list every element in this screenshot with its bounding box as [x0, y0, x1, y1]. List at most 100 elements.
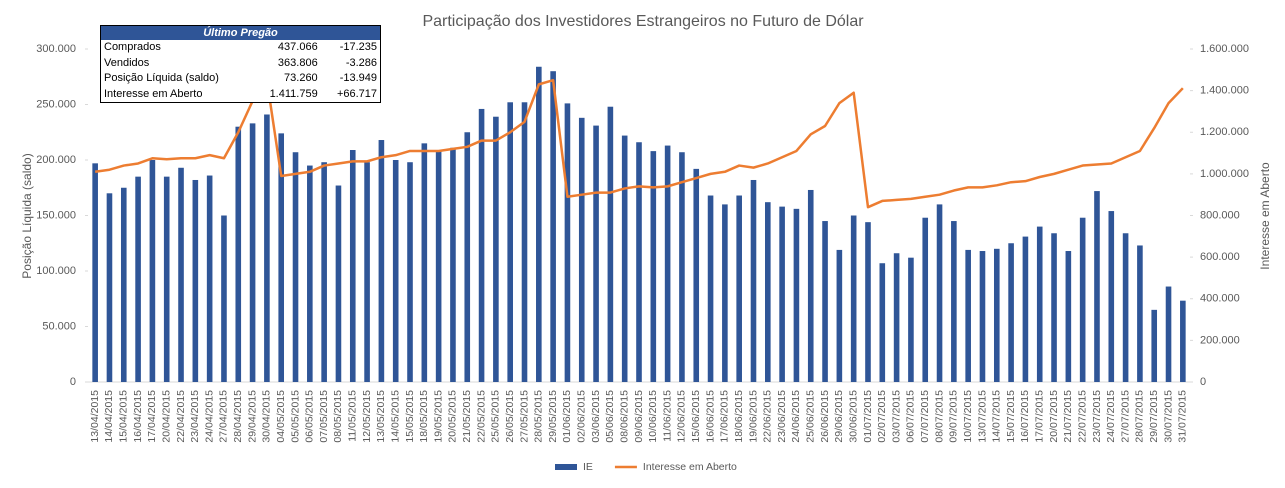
x-tick-label: 13/04/2015	[89, 390, 101, 443]
table-row: Posição Líquida (saldo) 73.260 -13.949	[101, 71, 380, 87]
x-tick-label: 16/07/2015	[1019, 390, 1031, 443]
x-tick-label: 03/07/2015	[890, 390, 902, 443]
x-tick-label: 08/07/2015	[933, 390, 945, 443]
table-cell: Interesse em Aberto	[104, 87, 203, 100]
bar	[879, 263, 886, 382]
bar	[621, 135, 628, 382]
x-tick-label: 28/04/2015	[232, 390, 244, 443]
bar	[979, 251, 986, 382]
x-tick-label: 30/04/2015	[261, 390, 273, 443]
table-row: Comprados 437.066 -17.235	[101, 40, 380, 56]
x-tick-label: 02/06/2015	[576, 390, 588, 443]
bar	[1094, 191, 1100, 382]
bar	[636, 142, 642, 382]
x-tick-label: 28/05/2015	[533, 390, 545, 443]
table-cell: 437.066	[277, 41, 318, 53]
bar	[221, 215, 227, 382]
x-tick-label: 29/06/2015	[833, 390, 845, 443]
table-row: Vendidos 363.806 -3.286	[101, 56, 380, 72]
y-tick-label: 150.000	[36, 209, 76, 221]
x-tick-label: 19/06/2015	[747, 390, 759, 443]
x-tick-label: 09/07/2015	[948, 390, 960, 443]
x-tick-label: 26/06/2015	[819, 390, 831, 443]
x-tick-label: 27/07/2015	[1119, 390, 1131, 443]
x-tick-label: 01/06/2015	[561, 390, 573, 443]
bar	[578, 117, 585, 382]
x-tick-label: 13/05/2015	[375, 390, 387, 443]
bar	[264, 114, 270, 383]
x-tick-label: 21/07/2015	[1062, 390, 1074, 443]
bar	[750, 179, 757, 382]
bar	[407, 162, 413, 382]
table-cell: +66.717	[336, 87, 378, 100]
x-tick-label: 10/06/2015	[647, 390, 659, 443]
bar	[765, 202, 771, 382]
bar	[178, 167, 184, 382]
bar	[1022, 236, 1029, 382]
chart-title: Participação dos Investidores Estrangeir…	[422, 13, 864, 30]
x-tick-label: 31/07/2015	[1177, 390, 1189, 443]
y-tick-label: 200.000	[36, 154, 76, 166]
last-session-table: Último Pregão Comprados 437.066 -17.235 Vend…	[100, 25, 381, 103]
table-cell: 1.411.759	[269, 87, 318, 100]
bar	[378, 140, 385, 382]
bar	[593, 125, 599, 382]
legend-label: IE	[583, 461, 593, 473]
x-tick-label: 27/05/2015	[518, 390, 530, 443]
bar	[278, 133, 285, 382]
bar	[993, 248, 1000, 382]
bar	[865, 222, 871, 382]
x-tick-label: 09/06/2015	[633, 390, 645, 443]
x-tick-label: 29/04/2015	[246, 390, 258, 443]
x-tick-label: 26/05/2015	[504, 390, 516, 443]
x-tick-label: 18/06/2015	[733, 390, 745, 443]
x-tick-label: 20/07/2015	[1048, 390, 1060, 443]
bar	[1180, 300, 1186, 382]
bar	[679, 152, 685, 382]
x-tick-label: 29/05/2015	[547, 390, 559, 443]
bar	[922, 217, 929, 382]
x-tick-label: 05/06/2015	[604, 390, 616, 443]
bar	[793, 208, 800, 382]
bar	[1151, 309, 1158, 382]
x-tick-label: 14/07/2015	[991, 390, 1003, 443]
x-tick-label: 13/07/2015	[976, 390, 988, 443]
bar	[1065, 251, 1072, 382]
x-tick-label: 15/04/2015	[118, 390, 130, 443]
bar	[893, 253, 900, 382]
y-tick-label: 300.000	[36, 43, 76, 55]
bar	[349, 150, 356, 382]
y-tick-label: 0	[70, 376, 76, 388]
x-tick-label: 07/05/2015	[318, 390, 330, 443]
bar	[965, 249, 971, 382]
bar	[521, 102, 528, 382]
x-tick-label: 30/07/2015	[1162, 390, 1174, 443]
x-tick-label: 17/04/2015	[146, 390, 158, 443]
x-tick-label: 14/05/2015	[389, 390, 401, 443]
bar	[850, 215, 857, 382]
bar	[392, 160, 399, 382]
bar	[650, 151, 657, 382]
x-tick-label: 29/07/2015	[1148, 390, 1160, 443]
y-tick-label: 250.000	[36, 98, 76, 110]
bar	[807, 189, 814, 382]
x-tick-label: 08/05/2015	[332, 390, 344, 443]
y-tick-label: 100.000	[36, 265, 76, 277]
bar	[550, 71, 556, 382]
bar	[736, 195, 742, 382]
y2-tick-label: 600.000	[1200, 251, 1240, 263]
x-tick-label: 22/05/2015	[475, 390, 487, 443]
y2-tick-label: 1.600.000	[1200, 43, 1249, 55]
bar	[149, 160, 156, 382]
bar	[464, 132, 471, 382]
x-tick-label: 25/06/2015	[805, 390, 817, 443]
x-tick-label: 23/06/2015	[776, 390, 788, 443]
x-tick-label: 17/07/2015	[1034, 390, 1046, 443]
x-tick-label: 11/05/2015	[347, 390, 359, 442]
bar	[135, 176, 141, 382]
bar	[292, 152, 299, 382]
bar	[120, 187, 127, 382]
bar	[92, 163, 98, 382]
bar	[163, 176, 170, 382]
x-tick-label: 02/07/2015	[876, 390, 888, 443]
